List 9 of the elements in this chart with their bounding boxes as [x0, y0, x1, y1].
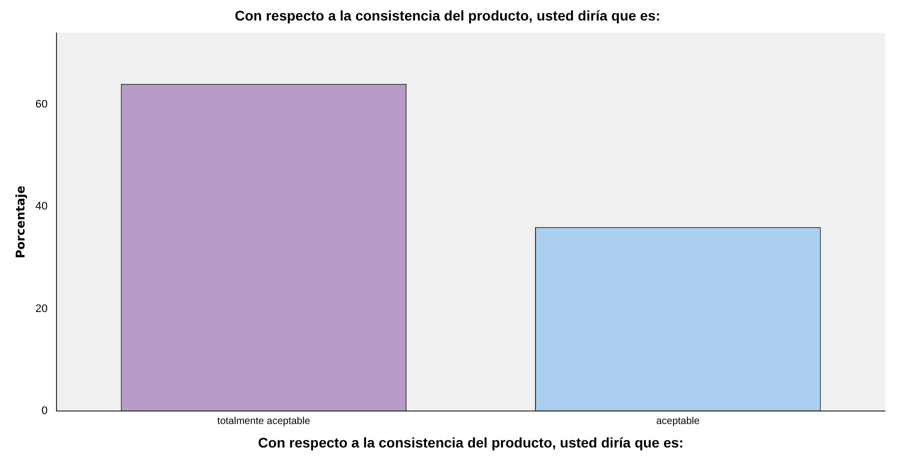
y-tick-label: 20: [35, 302, 48, 315]
y-axis-title: Porcentaje: [13, 186, 28, 258]
y-tick-label: 40: [35, 200, 48, 213]
y-tick-label: 60: [35, 98, 48, 110]
y-tick-label: 0: [42, 405, 48, 418]
x-tick-label: aceptable: [656, 416, 700, 427]
chart-title: Con respecto a la consistencia del producto, usted diría que es:: [234, 7, 660, 24]
x-axis-title: Con respecto a la consistencia del producto, usted diría que es:: [258, 434, 684, 450]
x-tick-label: totalmente aceptable: [217, 416, 311, 427]
